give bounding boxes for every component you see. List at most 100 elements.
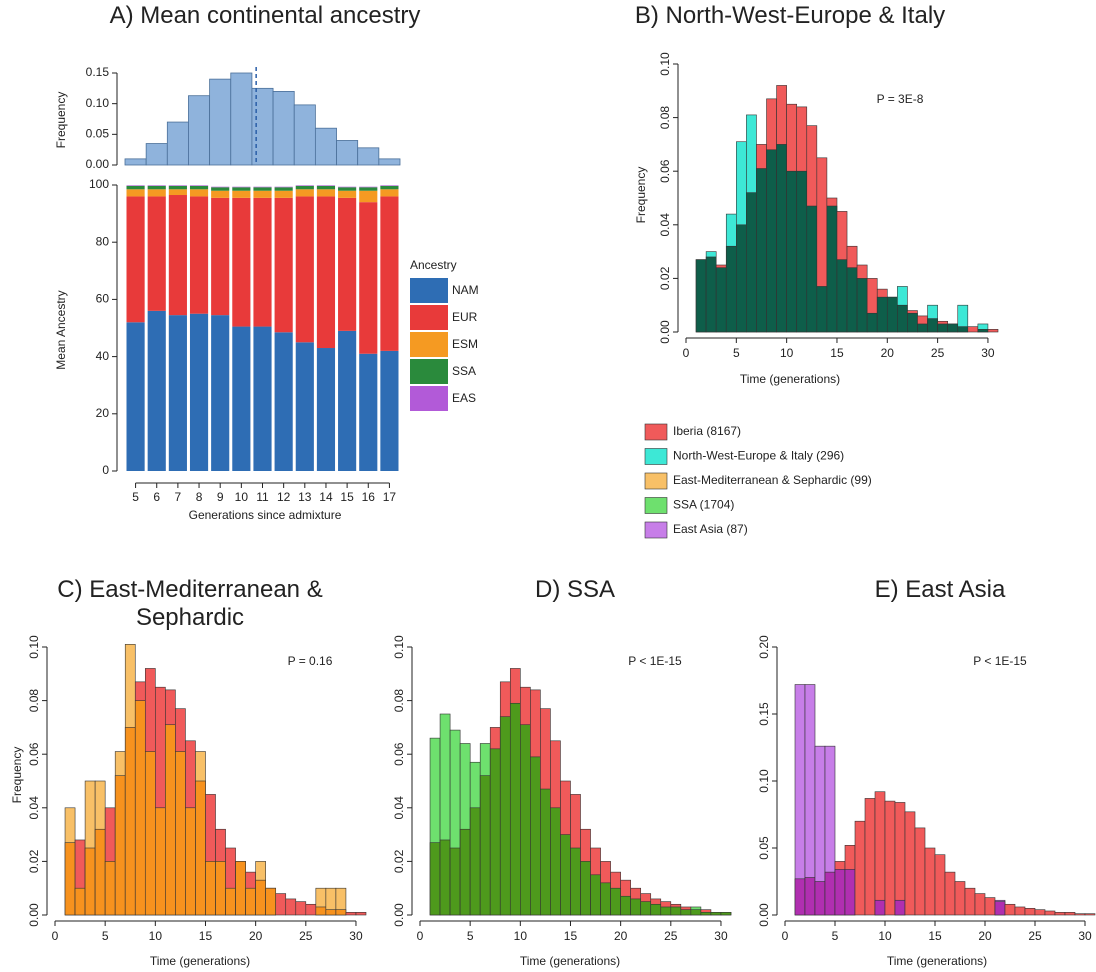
bar [987, 329, 999, 333]
bar-segment [168, 185, 187, 186]
bar [1064, 912, 1076, 916]
legend-swatch [644, 448, 668, 465]
bar-segment [380, 189, 399, 197]
bar [846, 267, 858, 333]
y-tick-label: 0.20 [757, 635, 771, 659]
x-tick-label: 10 [149, 929, 163, 943]
x-tick-label: 15 [564, 929, 578, 943]
bar [188, 95, 211, 166]
x-tick-label: 10 [878, 929, 892, 943]
bar-segment [380, 185, 399, 186]
bar [836, 259, 848, 333]
bar [600, 882, 611, 916]
bar [580, 861, 591, 916]
bar [1054, 912, 1066, 916]
bar [766, 149, 777, 333]
bar [195, 780, 206, 916]
x-tick-label: 20 [249, 929, 263, 943]
bar-segment [316, 348, 336, 471]
bar-segment [359, 187, 378, 191]
x-tick-label: 20 [614, 929, 628, 943]
x-tick-label: 14 [319, 490, 333, 504]
y-tick-label: 0.15 [86, 65, 110, 79]
bar [700, 912, 712, 916]
bar [325, 909, 337, 916]
legend-swatch [410, 332, 448, 357]
y-tick-label: 0.08 [658, 106, 672, 130]
bar [695, 259, 707, 333]
x-tick-label: 10 [235, 490, 249, 504]
bar [776, 144, 787, 333]
x-tick-label: 11 [256, 490, 269, 504]
bar [124, 158, 147, 166]
bar-segment [168, 195, 187, 316]
bar-segment [189, 313, 209, 471]
x-tick-label: 5 [102, 929, 109, 943]
bar-segment [189, 196, 209, 314]
bar [251, 87, 274, 166]
bar [245, 887, 256, 916]
y-tick-label: 0.00 [392, 903, 406, 927]
legend-swatch [410, 305, 448, 330]
panel-title: A) Mean continental ancestry [109, 2, 421, 29]
panel-title: E) East Asia [874, 576, 1006, 603]
bar-segment [359, 202, 378, 354]
bar [272, 91, 295, 166]
y-tick-label: 0.00 [27, 903, 41, 927]
bar-segment [253, 197, 272, 327]
annotation: P < 1E-15 [628, 654, 682, 668]
x-tick-label: 25 [299, 929, 313, 943]
bar [907, 312, 918, 333]
x-tick-label: 20 [881, 346, 895, 360]
y-tick-label: 0.05 [86, 127, 110, 141]
bar-segment [211, 186, 230, 188]
legend-swatch [644, 423, 668, 441]
legend-label: North-West-Europe & Italy (296) [673, 449, 844, 463]
legend-label: EAS [452, 391, 476, 405]
bar [336, 140, 359, 166]
bar-segment [189, 185, 209, 186]
bar-segment [295, 342, 314, 471]
bar [1024, 907, 1036, 916]
annotation: P = 0.16 [288, 654, 333, 668]
bar [1044, 910, 1056, 916]
bar [786, 170, 798, 333]
bar [449, 847, 461, 916]
bar-segment [253, 326, 272, 471]
bar [924, 847, 936, 916]
legend-label: SSA [452, 364, 476, 378]
y-tick-label: 0.10 [757, 769, 771, 793]
y-tick-label: 0.04 [27, 796, 41, 820]
bar-segment [380, 185, 399, 190]
bar [640, 901, 652, 916]
legend-swatch [410, 359, 448, 384]
bar [155, 807, 166, 916]
y-axis-label: Frequency [54, 92, 68, 149]
bar-segment [338, 187, 357, 191]
bar [894, 899, 906, 916]
y-tick-label: 0.00 [757, 903, 771, 927]
bar [610, 887, 621, 916]
bar [499, 716, 511, 916]
x-tick-label: 8 [196, 490, 203, 504]
bar [175, 751, 186, 916]
bar [824, 871, 836, 916]
x-tick-label: 25 [664, 929, 678, 943]
x-tick-label: 5 [132, 490, 139, 504]
bar-segment [232, 326, 251, 471]
y-axis-label: Frequency [10, 747, 24, 804]
x-tick-label: 5 [733, 346, 740, 360]
bar [479, 775, 491, 916]
y-tick-label: 40 [96, 349, 110, 363]
bar-segment [147, 189, 166, 197]
bar [285, 898, 297, 916]
bar [1074, 913, 1086, 916]
y-tick-label: 0.08 [392, 689, 406, 713]
x-tick-label: 5 [832, 929, 839, 943]
x-tick-label: 30 [1078, 929, 1092, 943]
bar-segment [232, 197, 251, 327]
bar [94, 828, 106, 916]
bar [315, 906, 327, 916]
legend-swatch [410, 386, 448, 411]
